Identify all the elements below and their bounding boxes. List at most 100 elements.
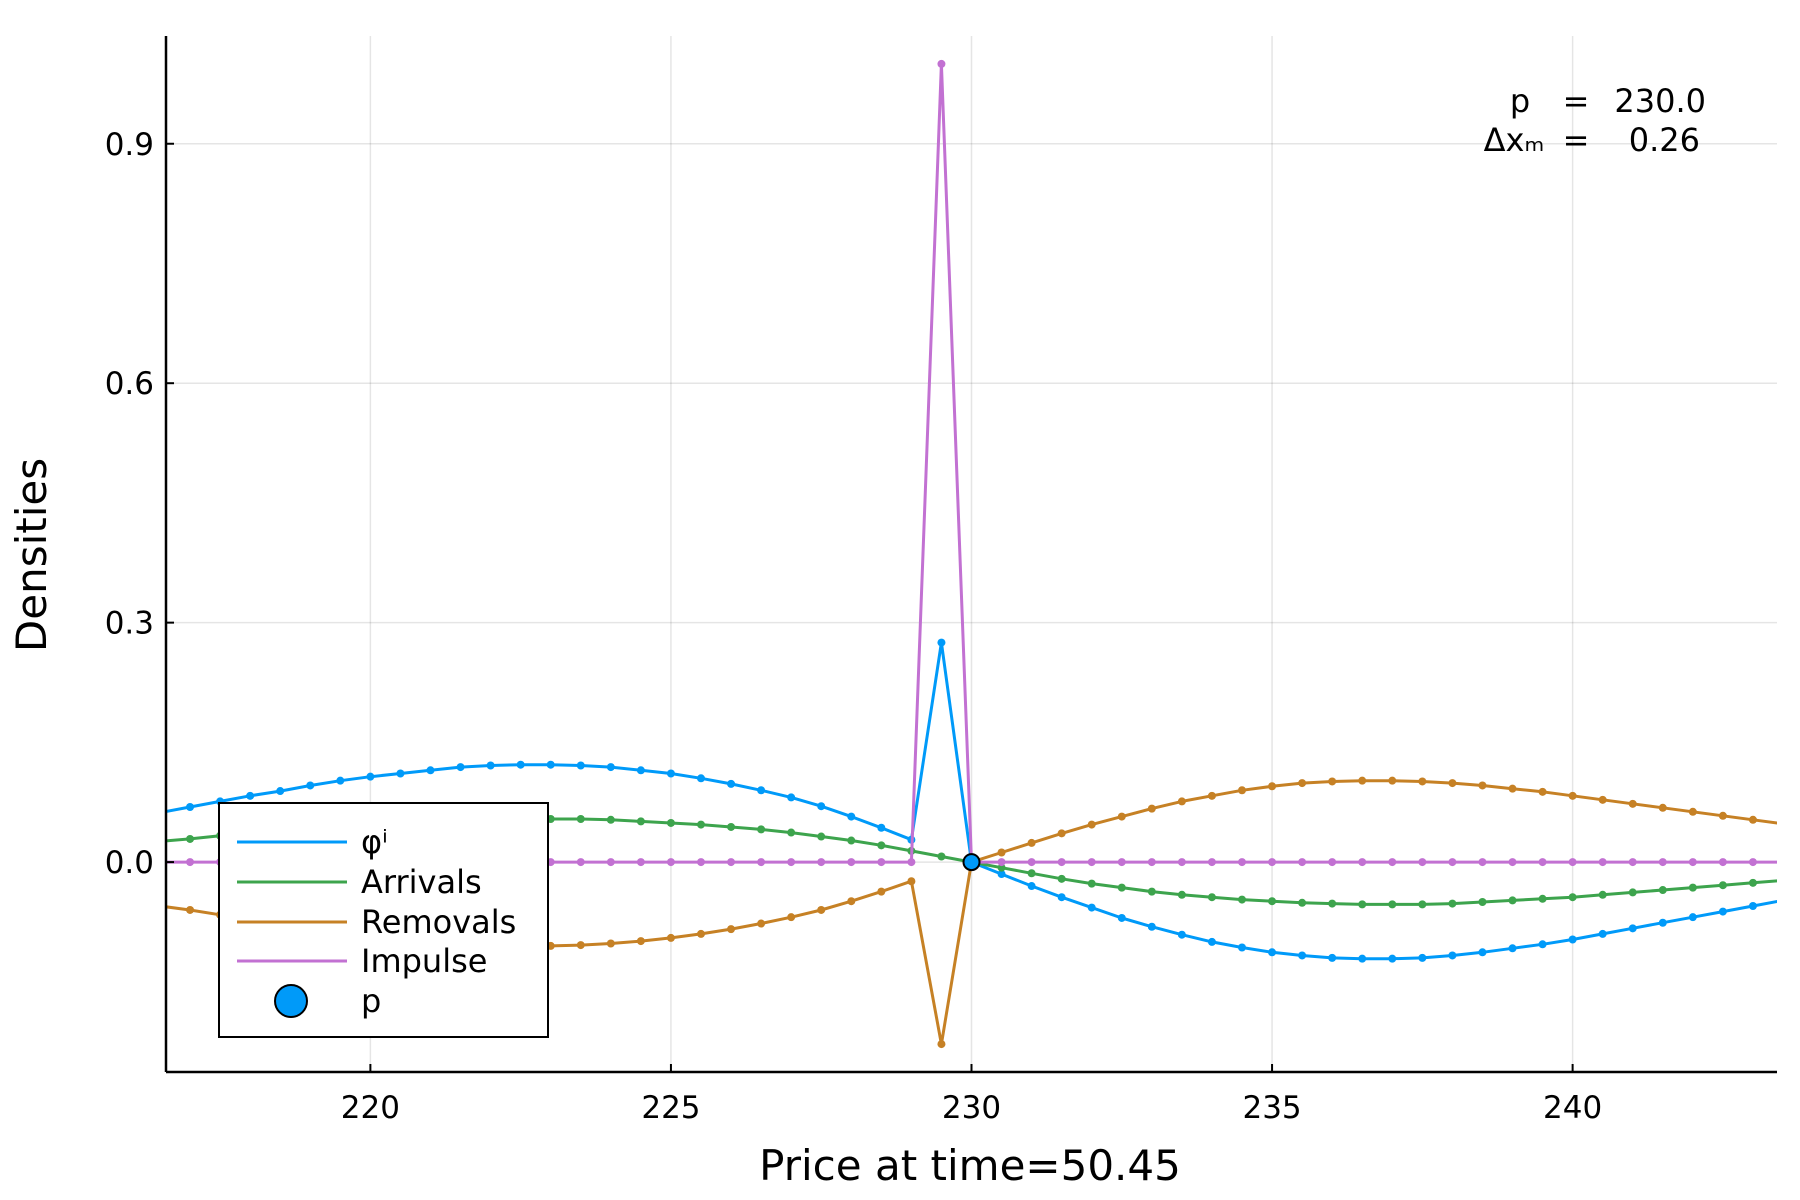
- data-point: [757, 786, 766, 795]
- data-point: [757, 825, 766, 834]
- data-point: [847, 858, 856, 867]
- data-point: [1508, 896, 1517, 905]
- data-point: [1418, 858, 1427, 867]
- data-point: [1568, 858, 1577, 867]
- price-point-marker: [962, 853, 981, 872]
- x-tick-label: 230: [942, 1090, 1001, 1126]
- data-point: [1147, 887, 1156, 896]
- data-point: [997, 870, 1006, 879]
- data-point: [696, 820, 705, 829]
- data-point: [997, 863, 1006, 872]
- data-point: [1538, 940, 1547, 949]
- data-point: [1087, 903, 1096, 912]
- data-point: [156, 902, 164, 910]
- data-point: [1147, 922, 1156, 931]
- data-point: [1057, 874, 1066, 883]
- data-point: [636, 766, 645, 775]
- data-point: [486, 761, 495, 770]
- data-point: [1598, 858, 1607, 867]
- data-point: [1117, 883, 1126, 892]
- data-point: [1448, 858, 1457, 867]
- data-point: [1117, 812, 1126, 821]
- data-point: [1658, 918, 1667, 927]
- data-point: [787, 828, 796, 837]
- data-point: [1328, 858, 1337, 867]
- data-point: [606, 858, 615, 867]
- data-point: [1057, 893, 1066, 902]
- data-point: [1177, 858, 1186, 867]
- annotation-dx-sep: =: [1563, 121, 1590, 159]
- data-point: [997, 858, 1006, 867]
- data-point: [606, 763, 615, 772]
- data-point: [1207, 858, 1216, 867]
- data-point: [1508, 784, 1517, 793]
- data-point: [1598, 890, 1607, 899]
- annotation-dx-value: 0.26: [1629, 121, 1700, 159]
- data-point: [696, 929, 705, 938]
- data-point: [1628, 858, 1637, 867]
- x-tick-label: 235: [1242, 1090, 1301, 1126]
- data-point: [1268, 897, 1277, 906]
- legend-label: Arrivals: [361, 863, 482, 901]
- data-point: [1358, 776, 1367, 785]
- data-point: [1268, 782, 1277, 791]
- data-point: [1358, 900, 1367, 909]
- annotation-p-sep: =: [1563, 82, 1590, 120]
- data-point: [1448, 951, 1457, 960]
- data-point: [336, 776, 345, 785]
- data-point: [1057, 858, 1066, 867]
- y-tick-label: 0.6: [105, 366, 154, 402]
- data-point: [1027, 882, 1036, 891]
- data-point: [1087, 879, 1096, 888]
- data-point: [1328, 777, 1337, 786]
- data-point: [1718, 907, 1727, 916]
- data-point: [456, 763, 465, 772]
- data-point: [817, 802, 826, 811]
- data-point: [1238, 943, 1247, 952]
- data-point: [1478, 858, 1487, 867]
- data-point: [1748, 858, 1757, 867]
- data-point: [186, 905, 195, 914]
- annotation-p-value: 230.0: [1614, 82, 1706, 120]
- data-point: [1658, 886, 1667, 895]
- data-point: [576, 941, 585, 950]
- data-point: [1658, 803, 1667, 812]
- data-point: [1688, 883, 1697, 892]
- data-point: [1298, 858, 1307, 867]
- data-point: [396, 769, 405, 778]
- data-point: [907, 877, 916, 886]
- data-point: [1598, 929, 1607, 938]
- data-point: [997, 848, 1006, 857]
- data-point: [666, 933, 675, 942]
- data-point: [907, 858, 916, 867]
- data-point: [1388, 776, 1397, 785]
- legend-marker-p: [274, 984, 308, 1018]
- data-point: [1147, 858, 1156, 867]
- data-point: [1238, 858, 1247, 867]
- data-point: [817, 905, 826, 914]
- legend-label: Impulse: [361, 942, 487, 980]
- data-point: [1748, 878, 1757, 887]
- data-point: [1177, 797, 1186, 806]
- data-point: [877, 887, 886, 896]
- data-point: [1358, 858, 1367, 867]
- data-point: [426, 766, 435, 775]
- data-point: [1779, 876, 1787, 884]
- data-point: [1688, 807, 1697, 816]
- data-point: [1508, 944, 1517, 953]
- data-point: [1298, 898, 1307, 907]
- data-point: [1238, 895, 1247, 904]
- annotation-dx-label: Δxₘ: [1484, 121, 1545, 159]
- data-point: [877, 823, 886, 832]
- data-point: [186, 803, 195, 812]
- data-point: [1388, 900, 1397, 909]
- data-point: [1418, 900, 1427, 909]
- data-point: [666, 858, 675, 867]
- data-point: [666, 769, 675, 778]
- data-point: [937, 638, 946, 647]
- data-point: [156, 837, 164, 845]
- data-point: [1207, 893, 1216, 902]
- data-point: [787, 793, 796, 802]
